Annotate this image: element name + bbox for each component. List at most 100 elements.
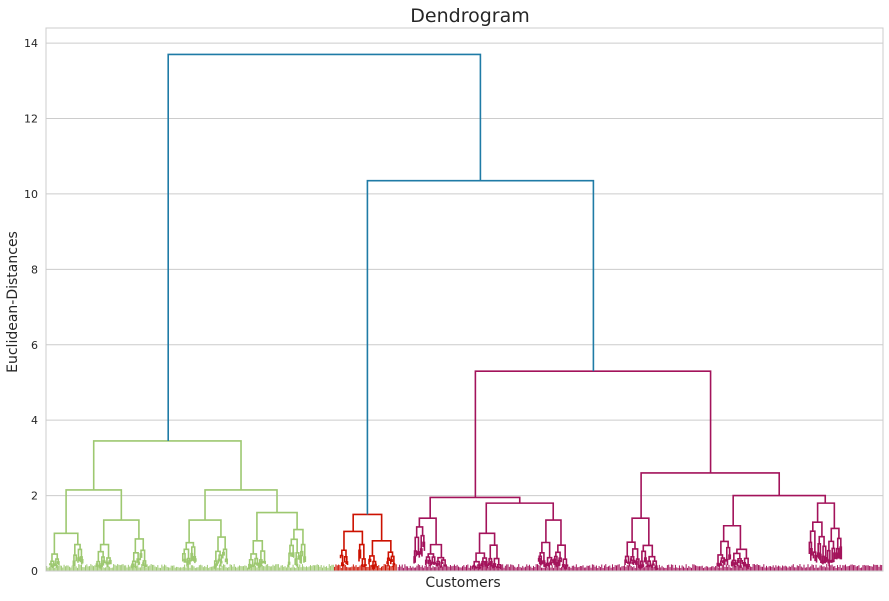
dendrogram-link [427, 559, 432, 566]
dendrogram-link [816, 552, 820, 559]
dendrogram-link [537, 557, 541, 565]
dendrogram-link [435, 563, 439, 567]
dendrogram-link [839, 546, 843, 560]
dendrogram-link [481, 560, 485, 565]
dendrogram-link [654, 565, 658, 569]
dendrogram-link [140, 549, 146, 561]
dendrogram-link [629, 558, 633, 564]
dendrogram-link [386, 561, 389, 567]
dendrogram-link [358, 549, 362, 562]
dendrogram-link [185, 541, 195, 550]
dendrogram-link [433, 561, 436, 565]
dendrogram-link [248, 558, 254, 566]
dendrogram-link [819, 553, 822, 564]
dendrogram-link [546, 556, 553, 564]
dendrogram-link [73, 554, 78, 562]
dendrogram-link [743, 557, 749, 565]
dendrogram-link [299, 555, 303, 564]
dendrogram-link [106, 557, 111, 563]
dendrogram-link [183, 548, 190, 559]
dendrogram-link [418, 517, 437, 545]
dendrogram-link [72, 560, 76, 567]
dendrogram-link [139, 553, 143, 561]
dendrogram-link [420, 534, 425, 550]
dendrogram-link [550, 559, 554, 564]
dendrogram-link [303, 556, 307, 563]
dendrogram-link [218, 554, 223, 562]
dendrogram-link [736, 559, 740, 567]
dendrogram-link [79, 556, 83, 563]
dendrogram-link [258, 559, 263, 565]
dendrogram-link [221, 551, 225, 559]
dendrogram-link [369, 555, 375, 562]
dendrogram-link [480, 562, 484, 568]
dendrogram-link [288, 552, 292, 563]
dendrogram-link [51, 553, 59, 562]
dendrogram-link [95, 563, 99, 567]
dendrogram-link [719, 563, 723, 566]
chart-title: Dendrogram [410, 5, 529, 27]
dendrogram-link [100, 563, 103, 568]
dendrogram-link [557, 544, 566, 560]
dendrogram-link [429, 543, 443, 558]
grid-lines [46, 42, 883, 572]
dendrogram-link [102, 560, 106, 566]
dendrogram-link [542, 560, 546, 564]
dendrogram-link [341, 549, 347, 557]
dendrogram-link [436, 560, 440, 566]
dendrogram-links [46, 53, 883, 571]
dendrogram-link [289, 544, 294, 554]
dendrogram-link [640, 472, 781, 519]
dendrogram-link [143, 564, 147, 568]
dendrogram-link [181, 552, 186, 562]
dendrogram-link [105, 561, 109, 568]
dendrogram-link [826, 558, 829, 564]
dendrogram-link [295, 552, 300, 560]
dendrogram-link [830, 559, 834, 563]
dendrogram-link [291, 552, 295, 558]
dendrogram-link [648, 555, 656, 562]
dendrogram-link [131, 560, 137, 567]
dendrogram-link [624, 559, 628, 565]
dendrogram-link [482, 557, 488, 562]
dendrogram-link [419, 548, 423, 557]
y-tick-label: 2 [31, 490, 38, 503]
dendrogram-link [639, 560, 644, 566]
dendrogram-link [192, 555, 197, 562]
dendrogram-link [641, 564, 645, 568]
dendrogram-link [222, 548, 228, 560]
dendrogram-link [835, 547, 840, 560]
dendrogram-link [477, 564, 481, 569]
dendrogram-link [50, 560, 55, 565]
dendrogram-link [545, 519, 562, 546]
dendrogram-link [358, 543, 365, 559]
dendrogram-link [475, 552, 486, 562]
dendrogram-link [287, 561, 291, 568]
dendrogram-link [496, 564, 502, 568]
dendrogram-link [809, 530, 816, 553]
dendrogram-link [414, 536, 420, 552]
dendrogram-link [631, 548, 639, 560]
dendrogram-link [812, 551, 817, 559]
dendrogram-link [490, 561, 493, 567]
dendrogram-link [555, 551, 561, 559]
dendrogram-link [368, 558, 372, 565]
dendrogram-link [484, 560, 488, 567]
dendrogram-link [836, 537, 842, 549]
dendrogram-link [557, 559, 561, 567]
dendrogram-link [108, 559, 112, 565]
dendrogram-link [630, 556, 635, 561]
plot-frame [45, 27, 884, 572]
dendrogram-link [440, 559, 446, 566]
dendrogram-link [389, 559, 393, 565]
dendrogram-link [300, 550, 304, 557]
dendrogram-link [478, 532, 496, 554]
dendrogram-link [719, 560, 724, 565]
dendrogram-link [188, 560, 191, 565]
dendrogram-link [417, 551, 421, 558]
dendrogram-link [821, 560, 824, 565]
dendrogram-link [728, 554, 732, 560]
dendrogram-link [562, 558, 568, 566]
dendrogram-link [631, 561, 635, 565]
